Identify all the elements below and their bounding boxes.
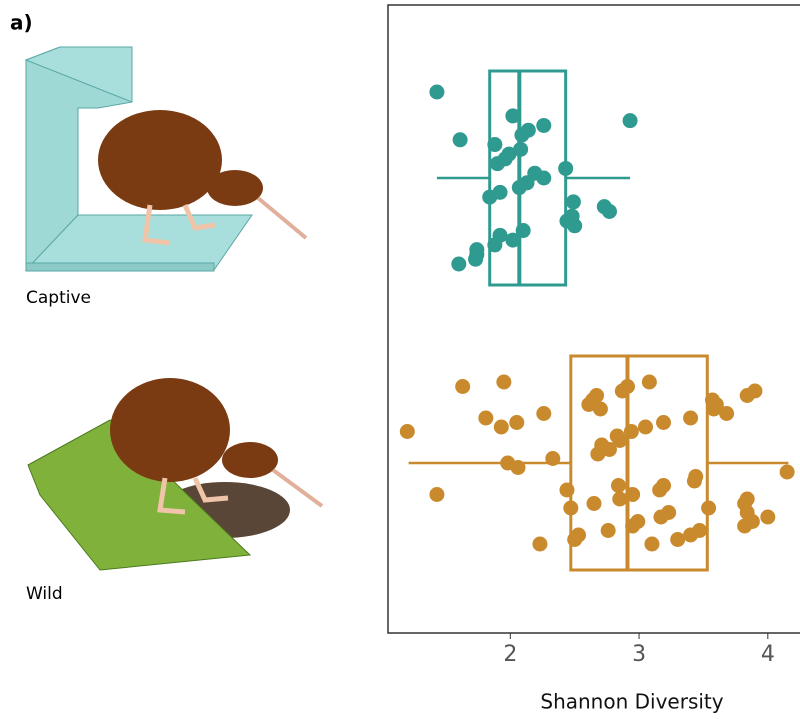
point xyxy=(740,492,755,507)
point xyxy=(656,415,671,430)
point xyxy=(705,393,720,408)
figure: a) Captive Wild Shannon Diversity 2 3 4 xyxy=(0,0,800,715)
point xyxy=(545,451,560,466)
plot-frame xyxy=(388,5,800,633)
point xyxy=(527,166,542,181)
point xyxy=(644,537,659,552)
point xyxy=(625,487,640,502)
point xyxy=(566,194,581,209)
point xyxy=(451,257,466,272)
point xyxy=(487,137,502,152)
point xyxy=(661,505,676,520)
point xyxy=(516,223,531,238)
point xyxy=(536,406,551,421)
point xyxy=(563,501,578,516)
point xyxy=(688,469,703,484)
point xyxy=(587,496,602,511)
point xyxy=(620,379,635,394)
point xyxy=(670,532,685,547)
panel-label: a) xyxy=(10,11,33,35)
point xyxy=(493,185,508,200)
point xyxy=(429,85,444,100)
point xyxy=(558,161,573,176)
category-label: Captive xyxy=(26,288,91,308)
point xyxy=(612,492,627,507)
point xyxy=(656,478,671,493)
point xyxy=(400,424,415,439)
point xyxy=(683,411,698,426)
category-label: Wild xyxy=(26,584,63,604)
point xyxy=(493,228,508,243)
point xyxy=(780,465,795,480)
point xyxy=(760,510,775,525)
point xyxy=(429,487,444,502)
captive-illustration xyxy=(26,47,306,271)
point xyxy=(505,108,520,123)
point xyxy=(455,379,470,394)
point xyxy=(594,438,609,453)
point xyxy=(747,384,762,399)
x-axis-label: Shannon Diversity xyxy=(540,690,723,714)
point xyxy=(513,142,528,157)
point xyxy=(597,199,612,214)
point xyxy=(509,415,524,430)
point xyxy=(589,388,604,403)
x-tick-label: 3 xyxy=(632,642,646,667)
point xyxy=(601,523,616,538)
point xyxy=(532,537,547,552)
point xyxy=(611,478,626,493)
x-tick-label: 4 xyxy=(761,642,775,667)
wild-illustration xyxy=(28,378,322,570)
point xyxy=(642,375,657,390)
point xyxy=(521,123,536,138)
point xyxy=(692,523,707,538)
point xyxy=(469,242,484,257)
point xyxy=(610,429,625,444)
point xyxy=(478,411,493,426)
point xyxy=(624,424,639,439)
point xyxy=(638,420,653,435)
point xyxy=(496,375,511,390)
x-tick-label: 2 xyxy=(503,642,517,667)
point xyxy=(453,132,468,147)
point xyxy=(571,528,586,543)
point xyxy=(494,420,509,435)
point xyxy=(630,514,645,529)
point xyxy=(500,456,515,471)
point xyxy=(565,209,580,224)
point xyxy=(701,501,716,516)
point xyxy=(559,483,574,498)
point xyxy=(623,113,638,128)
point xyxy=(536,118,551,133)
